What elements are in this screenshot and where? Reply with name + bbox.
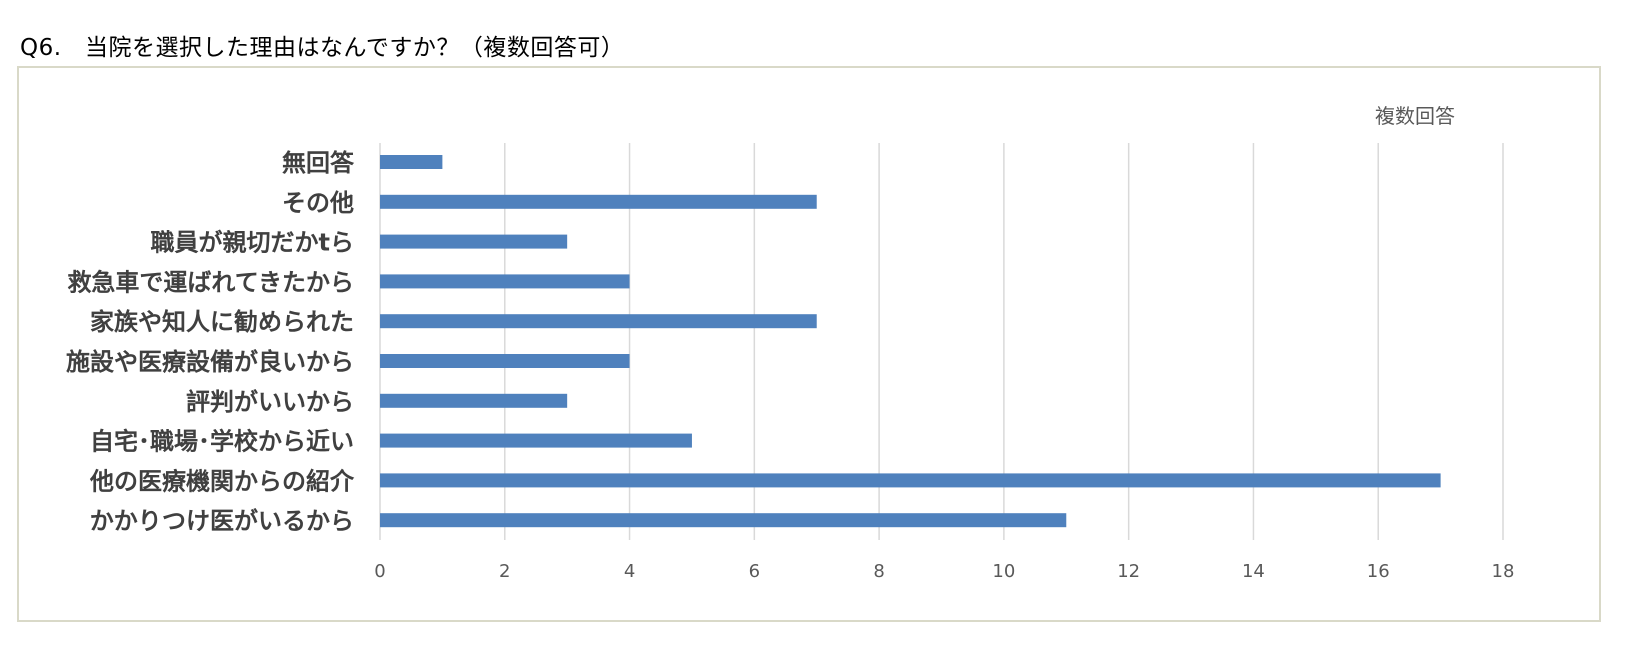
legend-series-label: 複数回答 bbox=[1375, 104, 1455, 128]
category-label: その他 bbox=[282, 189, 354, 217]
bar bbox=[380, 354, 630, 368]
category-label: 施設や医療設備が良いから bbox=[66, 348, 354, 376]
x-tick-label: 10 bbox=[992, 561, 1015, 582]
category-label: 評判がいいから bbox=[186, 388, 354, 416]
x-tick-label: 16 bbox=[1367, 561, 1390, 582]
bar bbox=[380, 194, 817, 209]
x-tick-label: 12 bbox=[1117, 561, 1140, 582]
x-tick-label: 0 bbox=[374, 561, 385, 582]
x-tick-label: 14 bbox=[1242, 561, 1265, 582]
category-label: 救急車で運ばれてきたから bbox=[67, 268, 354, 296]
bar bbox=[380, 274, 630, 289]
x-tick-label: 8 bbox=[873, 561, 884, 582]
x-tick-label: 2 bbox=[499, 561, 510, 582]
category-label: 家族や知人に勧められた bbox=[90, 308, 354, 336]
x-tick-label: 4 bbox=[624, 561, 635, 582]
category-label: 職員が親切だかtら bbox=[151, 229, 354, 257]
bar bbox=[380, 155, 443, 169]
bar bbox=[380, 393, 568, 408]
x-tick-label: 18 bbox=[1492, 561, 1515, 582]
category-label: 自宅･職場･学校から近い bbox=[90, 428, 354, 456]
bar bbox=[380, 513, 1067, 528]
bar bbox=[380, 234, 568, 249]
bar bbox=[380, 473, 1441, 488]
x-tick-label: 6 bbox=[749, 561, 760, 582]
bar bbox=[380, 314, 817, 329]
category-label: 他の医療機関からの紹介 bbox=[89, 467, 355, 495]
category-label: 無回答 bbox=[282, 149, 355, 177]
chart-frame bbox=[17, 66, 1601, 622]
bar bbox=[380, 433, 692, 448]
category-label: かかりつけ医がいるから bbox=[90, 507, 354, 535]
page-title: Q6. 当院を選択した理由はなんですか？（複数回答可） bbox=[20, 35, 625, 61]
